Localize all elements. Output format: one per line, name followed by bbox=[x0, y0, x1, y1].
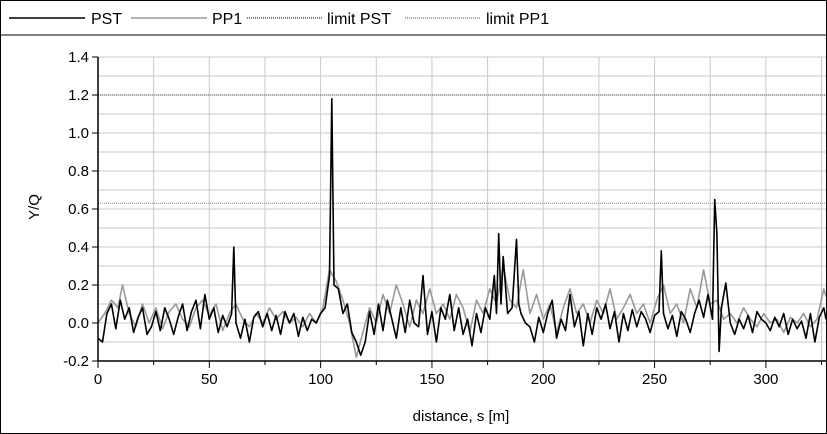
x-tick-label: 250 bbox=[642, 371, 667, 388]
series-line-pst bbox=[97, 98, 826, 357]
y-tick-label: 1.0 bbox=[68, 125, 89, 142]
axes: -0.2 0.0 0.2 0.4 0.6 0.8 1.0 1.2 1.4 0 50 100 150 200… bbox=[63, 49, 826, 388]
y-tick-label: 1.4 bbox=[68, 49, 89, 66]
y-tick-label: 0.4 bbox=[68, 239, 89, 256]
legend: PST PP1 limit PST limit PP1 bbox=[9, 11, 549, 28]
y-tick-label: 1.2 bbox=[68, 87, 89, 104]
x-tick-label: 300 bbox=[753, 371, 778, 388]
legend-label: limit PP1 bbox=[486, 11, 549, 28]
y-tick-label: 0.8 bbox=[68, 163, 89, 180]
series-line-pp1 bbox=[97, 265, 826, 359]
y-tick-label: -0.2 bbox=[63, 353, 89, 370]
x-axis-label: distance, s [m] bbox=[413, 408, 510, 425]
x-tick-label: 150 bbox=[419, 371, 444, 388]
y-axis-label: Y/Q bbox=[26, 194, 43, 220]
x-tick-label: 0 bbox=[94, 371, 102, 388]
legend-label: PST bbox=[91, 11, 122, 28]
grid bbox=[97, 56, 826, 362]
series-layer bbox=[97, 98, 826, 359]
x-tick-label: 100 bbox=[308, 371, 333, 388]
legend-label: PP1 bbox=[212, 11, 242, 28]
y-tick-label: 0.0 bbox=[68, 315, 89, 332]
legend-label: limit PST bbox=[327, 11, 391, 28]
limit-lines bbox=[98, 94, 826, 204]
y-tick-label: 0.6 bbox=[68, 201, 89, 218]
y-tick-label: 0.2 bbox=[68, 277, 89, 294]
x-tick-label: 200 bbox=[531, 371, 556, 388]
x-tick-label: 50 bbox=[201, 371, 218, 388]
